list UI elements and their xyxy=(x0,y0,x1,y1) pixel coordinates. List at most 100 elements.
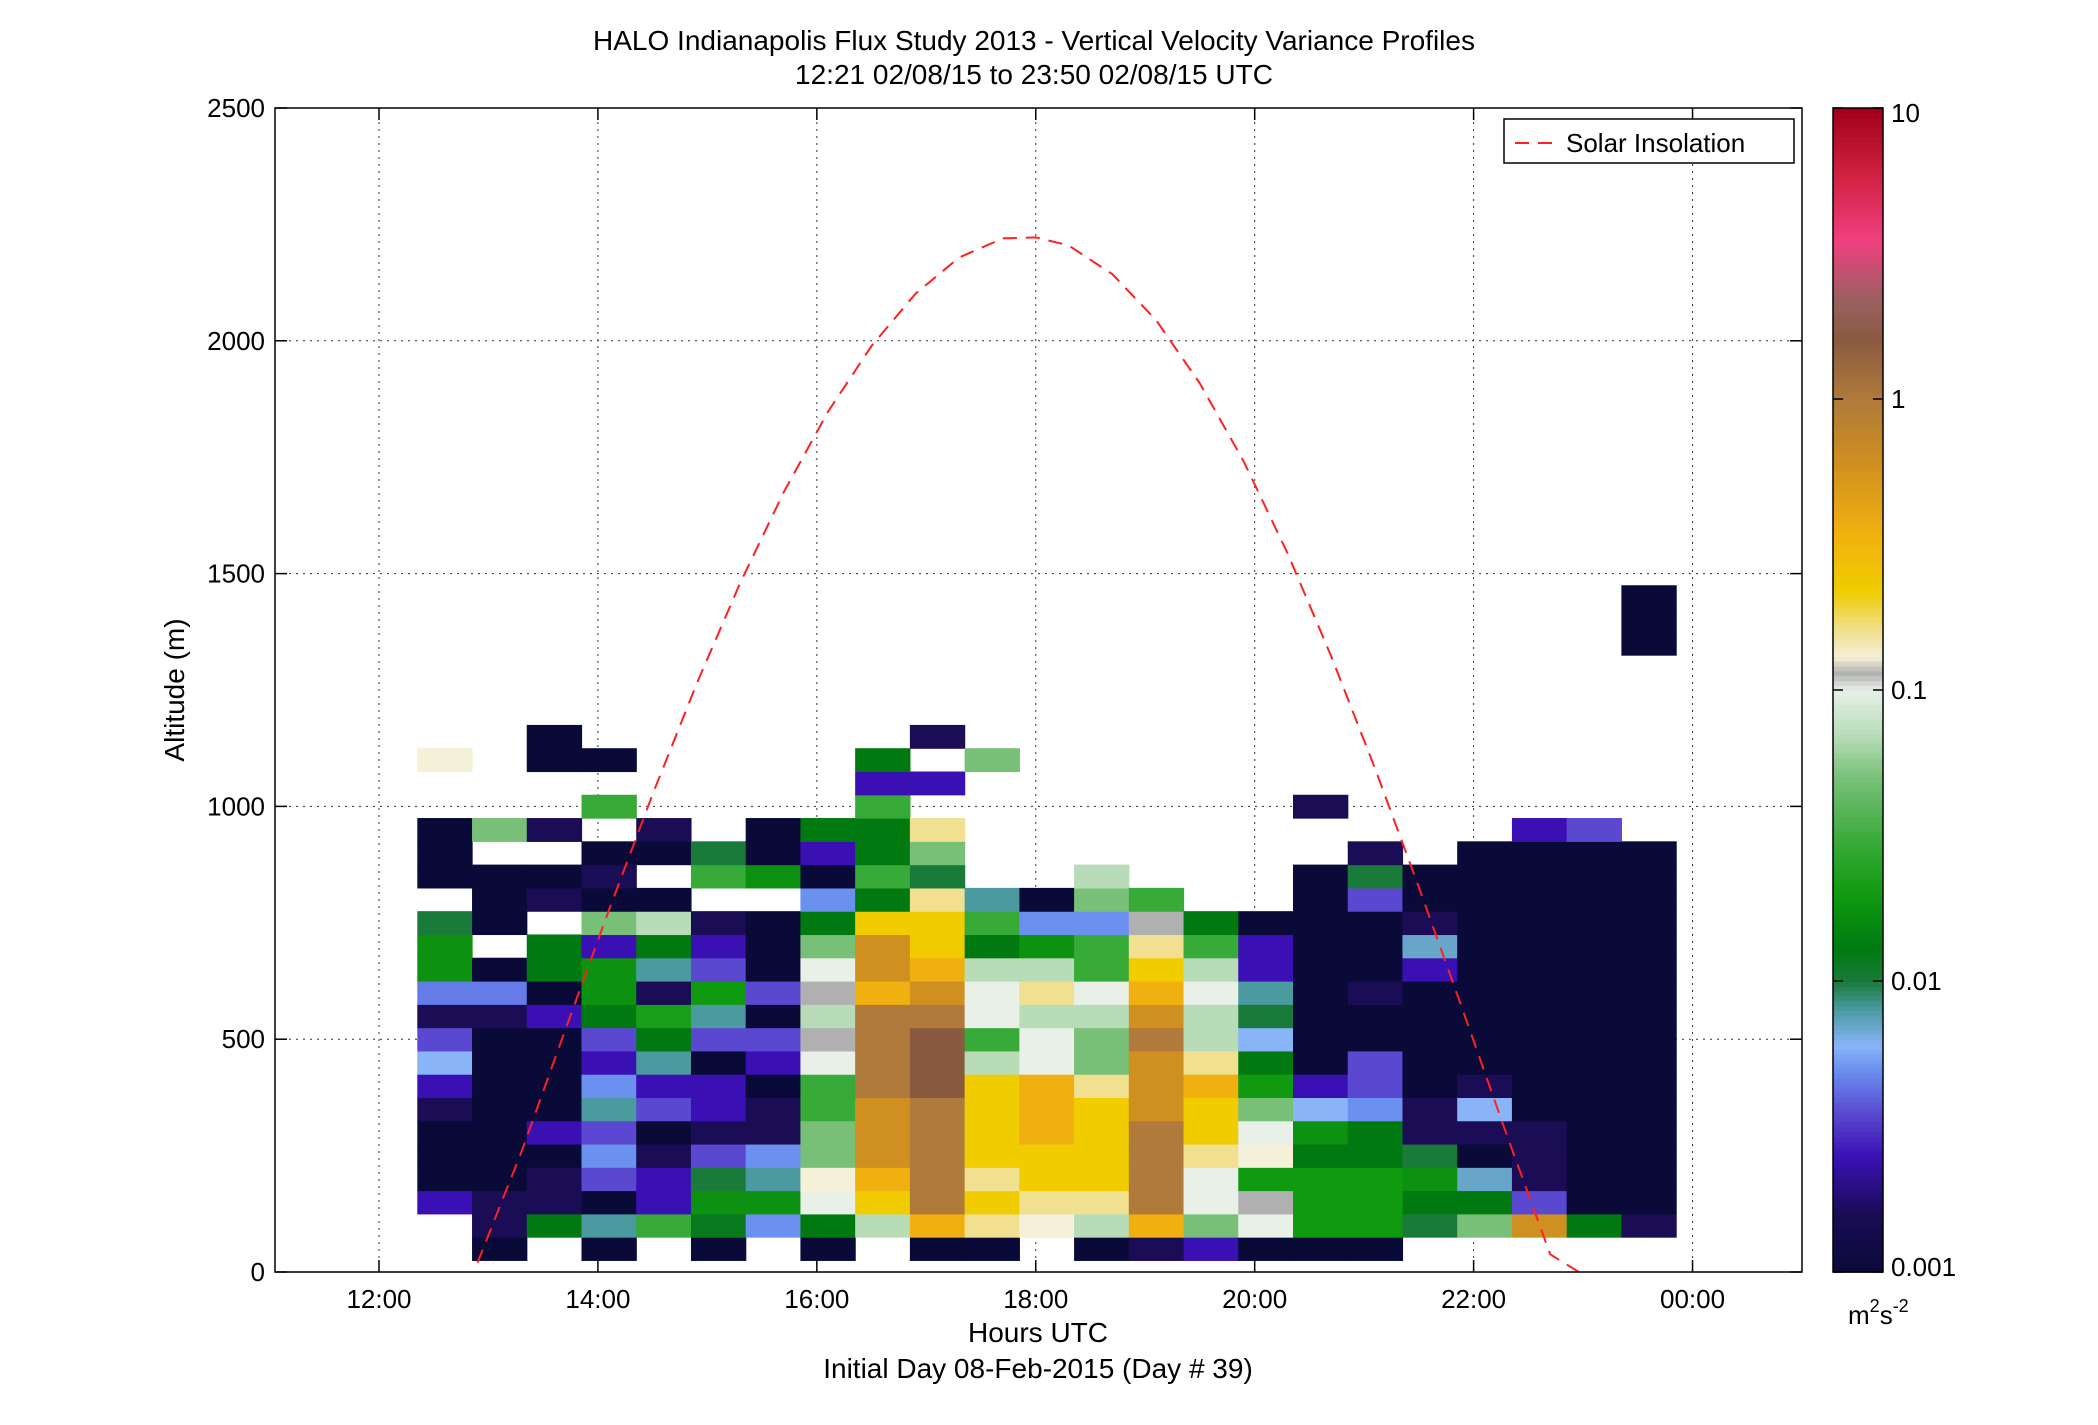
heatmap-cell xyxy=(1238,1190,1294,1215)
colorbar-band xyxy=(1833,1097,1883,1104)
heatmap-cell xyxy=(1402,1143,1458,1168)
heatmap-cell xyxy=(1128,981,1185,1005)
heatmap-cell xyxy=(964,981,1020,1005)
heatmap-cell xyxy=(636,1213,692,1238)
heatmap-cell xyxy=(745,864,802,889)
heatmap-cell xyxy=(909,1027,966,1052)
colorbar-band xyxy=(1833,1131,1883,1137)
heatmap-cell xyxy=(1128,1004,1185,1029)
heatmap-cell xyxy=(1293,1097,1349,1122)
colorbar-band xyxy=(1833,515,1883,522)
heatmap-cell xyxy=(1511,818,1568,842)
colorbar-band xyxy=(1833,903,1883,910)
heatmap-cell xyxy=(1347,887,1404,912)
heatmap-cell xyxy=(690,1237,747,1261)
colorbar-band xyxy=(1833,728,1883,735)
colorbar-band xyxy=(1833,365,1883,371)
heatmap-cell xyxy=(745,818,802,842)
heatmap-cell xyxy=(745,1120,802,1145)
heatmap-cell xyxy=(1511,957,1568,982)
colorbar-band xyxy=(1833,287,1883,294)
heatmap-cell xyxy=(1074,911,1130,936)
heatmap-cell xyxy=(1074,934,1130,959)
heatmap-cell xyxy=(1347,1167,1404,1192)
heatmap-cell xyxy=(636,1190,692,1215)
colorbar-band xyxy=(1833,306,1883,313)
colorbar-band xyxy=(1833,219,1883,226)
heatmap-cell xyxy=(800,911,856,936)
heatmap-cell xyxy=(1238,957,1294,982)
heatmap-cell xyxy=(909,1004,966,1029)
heatmap-cell xyxy=(581,1213,637,1238)
colorbar-band xyxy=(1833,1136,1883,1142)
heatmap-cell xyxy=(1238,1167,1294,1192)
heatmap-cell xyxy=(909,1190,966,1215)
colorbar-band xyxy=(1833,622,1883,628)
heatmap-cell xyxy=(1566,841,1622,866)
colorbar-band xyxy=(1833,132,1883,138)
colorbar-band xyxy=(1833,820,1883,827)
colorbar-ticks: 0.001 0.01 0.1 1 10 xyxy=(1833,98,1956,1282)
heatmap-cell xyxy=(636,957,692,982)
heatmap-cell xyxy=(1183,1167,1239,1192)
heatmap-cell xyxy=(1347,911,1404,936)
heatmap-cell xyxy=(745,841,802,866)
heatmap-cell xyxy=(1457,1074,1513,1098)
heatmap-cell xyxy=(1128,957,1185,982)
heatmap-cell xyxy=(1183,957,1239,982)
heatmap-cell xyxy=(581,957,637,982)
heatmap-cell xyxy=(745,1213,802,1238)
colorbar-band xyxy=(1833,748,1883,754)
heatmap-cell xyxy=(1511,1074,1568,1098)
heatmap-cell xyxy=(1183,981,1239,1005)
heatmap-cell xyxy=(1293,1213,1349,1238)
heatmap-cell xyxy=(964,887,1020,912)
colorbar-band xyxy=(1833,583,1883,589)
colorbar-band xyxy=(1833,816,1883,822)
heatmap-cell xyxy=(800,818,856,842)
heatmap-cell xyxy=(1511,1050,1568,1075)
heatmap-cell xyxy=(745,1167,802,1192)
colorbar-unit-exp2: -2 xyxy=(1893,1296,1909,1316)
heatmap-cell xyxy=(472,1143,528,1168)
heatmap-cell xyxy=(855,1143,911,1168)
heatmap-cell xyxy=(1402,911,1458,936)
heatmap-cell xyxy=(745,1050,802,1075)
heatmap-cell xyxy=(1621,1097,1677,1122)
heatmap-cell xyxy=(1566,1074,1622,1098)
heatmap-cell xyxy=(417,748,473,773)
heatmap-cell xyxy=(1566,1004,1622,1029)
heatmap-cell xyxy=(1238,1050,1294,1075)
heatmap-cell xyxy=(690,1167,747,1192)
colorbar-band xyxy=(1833,481,1883,488)
colorbar-band xyxy=(1833,549,1883,555)
colorbar-band xyxy=(1833,791,1883,798)
colorbar-band xyxy=(1833,563,1883,570)
heatmap-cell xyxy=(745,1074,802,1098)
heatmap-cell xyxy=(964,1213,1020,1238)
colorbar-band xyxy=(1833,850,1883,856)
colorbar-band xyxy=(1833,593,1883,599)
colorbar-band xyxy=(1833,1044,1883,1050)
heatmap-cell xyxy=(1238,1074,1294,1098)
heatmap-cell xyxy=(1566,1120,1622,1145)
colorbar-band xyxy=(1833,1063,1883,1070)
heatmap-cell xyxy=(581,934,637,959)
heatmap-cell xyxy=(526,864,583,889)
colorbar: 0.001 0.01 0.1 1 10 m2s-2 xyxy=(1832,98,1956,1330)
colorbar-band xyxy=(1833,476,1883,483)
heatmap-cell xyxy=(909,1074,966,1098)
colorbar-band xyxy=(1833,723,1883,730)
heatmap-cell xyxy=(417,1167,473,1192)
heatmap-cell xyxy=(690,911,747,936)
heatmap-cell xyxy=(1511,981,1568,1005)
heatmap-cell xyxy=(1347,934,1404,959)
legend-label-solar-insolation: Solar Insolation xyxy=(1566,128,1745,158)
colorbar-band xyxy=(1833,1238,1883,1244)
heatmap-cell xyxy=(909,934,966,959)
heatmap-cell xyxy=(526,957,583,982)
colorbar-gradient xyxy=(1833,108,1883,1273)
colorbar-band xyxy=(1833,360,1883,366)
heatmap-cell xyxy=(1402,1167,1458,1192)
heatmap-cell xyxy=(1566,864,1622,889)
